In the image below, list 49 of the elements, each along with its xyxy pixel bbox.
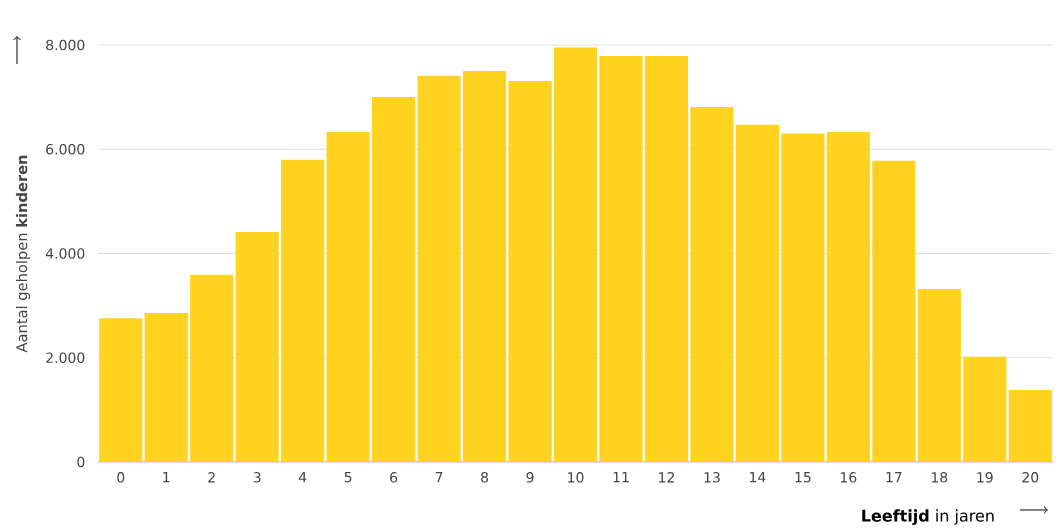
x-tick-label: 11 <box>613 472 629 483</box>
bar <box>508 80 552 462</box>
bar <box>735 124 780 462</box>
bar <box>144 312 188 462</box>
y-tick-label: 6.000 <box>46 143 85 155</box>
bar <box>326 132 370 462</box>
x-tick-label: 13 <box>704 472 720 483</box>
bar <box>690 107 734 462</box>
x-tick-label: 7 <box>435 472 443 483</box>
x-tick-label: 19 <box>977 472 993 483</box>
bar <box>872 160 916 462</box>
x-tick-label: 3 <box>253 472 261 483</box>
y-tick-label: 0 <box>77 456 85 468</box>
x-tick-label: 12 <box>659 472 674 483</box>
bar <box>372 97 416 462</box>
y-tick-label: 8.000 <box>46 39 85 51</box>
bar <box>963 356 1007 462</box>
x-tick-label: 17 <box>886 472 902 483</box>
bar <box>417 75 461 462</box>
x-tick-label: 14 <box>750 472 766 483</box>
bar <box>281 159 325 462</box>
x-tick-label: 10 <box>568 472 584 483</box>
bar <box>917 288 961 462</box>
bar <box>462 71 507 462</box>
y-tick-label: 2.000 <box>46 352 85 364</box>
bar <box>1008 390 1052 462</box>
bar <box>826 132 870 462</box>
x-tick-label: 1 <box>163 472 170 483</box>
bar <box>235 232 279 462</box>
x-tick-label: 18 <box>931 472 948 483</box>
x-tick-label: 8 <box>481 472 489 483</box>
bar <box>190 274 234 462</box>
y-tick-label: 4.000 <box>45 248 85 259</box>
bar <box>644 55 689 462</box>
bar <box>553 47 598 462</box>
x-tick-label: 20 <box>1022 472 1039 483</box>
x-tick-label: 5 <box>344 472 352 483</box>
x-tick-label: 9 <box>526 472 534 483</box>
bar <box>781 133 825 462</box>
bar <box>599 55 643 462</box>
x-tick-label: 6 <box>390 472 398 483</box>
bar <box>99 318 143 462</box>
x-tick-label: 0 <box>117 472 125 483</box>
x-tick-label: 4 <box>298 472 307 483</box>
y-axis-title: Aantal geholpen kinderen <box>15 155 31 353</box>
x-tick-label: 15 <box>795 472 811 483</box>
x-axis-title: Leeftijd in jaren <box>862 509 994 525</box>
x-tick-label: 16 <box>840 472 857 483</box>
x-tick-label: 2 <box>208 472 215 483</box>
